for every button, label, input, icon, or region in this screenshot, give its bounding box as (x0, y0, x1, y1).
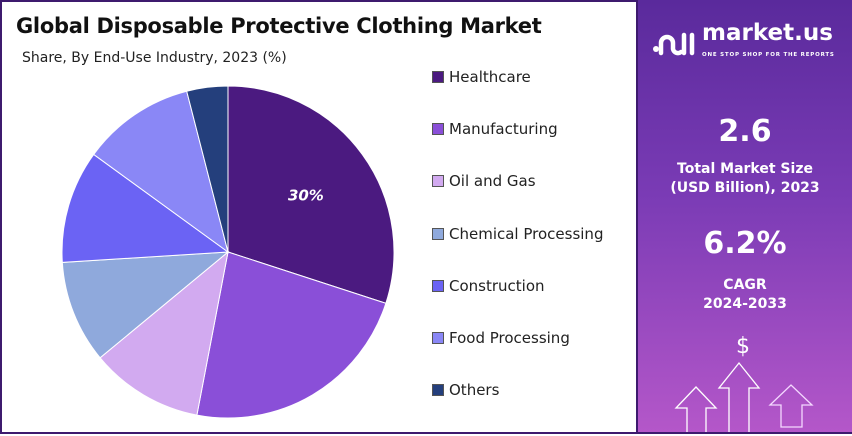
logo-name: market.us (702, 20, 833, 46)
legend-item: Manufacturing (432, 120, 558, 138)
market-us-logo: market.us ONE STOP SHOP FOR THE REPORTS (652, 22, 835, 66)
pie-slice-others (186, 85, 229, 253)
legend-label: Healthcare (449, 68, 531, 86)
dollar-icon: $ (736, 334, 750, 359)
legend-label: Food Processing (449, 329, 570, 347)
legend-swatch (432, 71, 444, 83)
legend-item: Healthcare (432, 68, 531, 86)
chart-subtitle: Share, By End-Use Industry, 2023 (%) (22, 50, 287, 66)
pie-slice-food-processing (93, 90, 229, 254)
legend-swatch (432, 227, 444, 240)
market-size-unit: (USD Billion), 2023 (670, 180, 820, 196)
legend-swatch (432, 332, 444, 344)
pie-chart: 30% (61, 85, 395, 419)
pie-slice-oil-and-gas (99, 250, 229, 416)
growth-arrows-icon (674, 361, 814, 432)
pie-slice-healthcare (227, 85, 395, 304)
legend-swatch (432, 123, 444, 136)
pie-slice-construction (61, 153, 230, 263)
legend-item: Oil and Gas (432, 172, 536, 190)
chart-title: Global Disposable Protective Clothing Ma… (16, 14, 542, 38)
legend-item: Chemical Processing (432, 225, 603, 243)
legend-swatch (432, 175, 444, 188)
pie-slice-manufacturing (196, 251, 387, 419)
market-size-label: Total Market Size (677, 161, 813, 177)
cagr-label: CAGR (723, 277, 767, 293)
data-label: 30% (288, 186, 324, 204)
legend-label: Others (449, 381, 500, 400)
legend-label: Construction (449, 276, 545, 295)
legend-swatch (432, 279, 444, 292)
legend-item: Others (432, 381, 499, 399)
pie-slice-chemical-processing (61, 251, 230, 359)
stats-panel: market.us ONE STOP SHOP FOR THE REPORTS … (636, 0, 852, 432)
legend-swatch (432, 384, 444, 397)
logo-icon (653, 32, 695, 56)
legend-item: Construction (432, 277, 545, 295)
legend-label: Oil and Gas (449, 172, 536, 191)
legend-item: Food Processing (432, 329, 570, 347)
legend-label: Manufacturing (449, 120, 558, 139)
cagr-period: 2024-2033 (703, 296, 787, 312)
cagr-value: 6.2% (703, 226, 787, 261)
legend-label: Chemical Processing (449, 224, 604, 243)
market-size-value: 2.6 (718, 114, 772, 149)
logo-tagline: ONE STOP SHOP FOR THE REPORTS (702, 52, 835, 58)
